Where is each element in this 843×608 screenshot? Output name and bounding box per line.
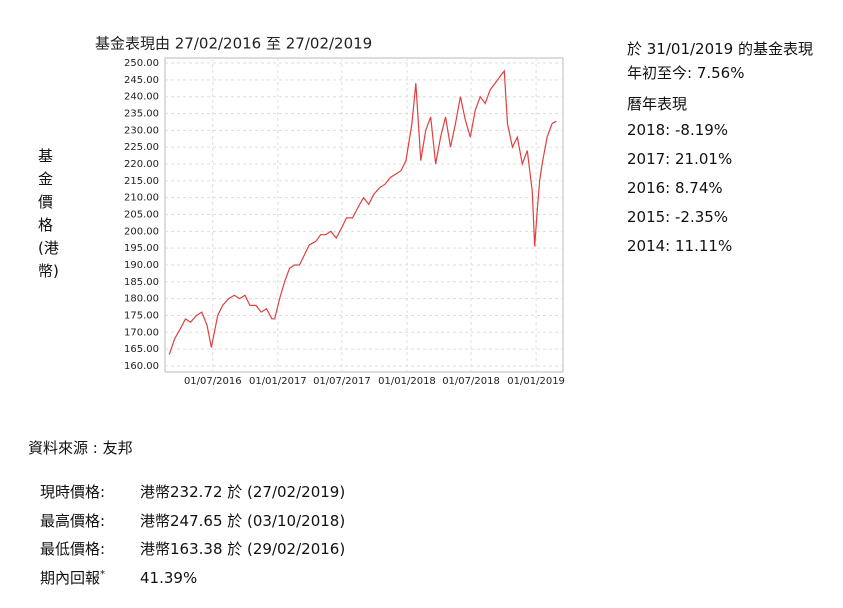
- summary-value: 港幣163.38 於 (29/02/2016): [140, 540, 346, 558]
- summary-label: 現時價格:: [40, 481, 140, 502]
- y-tick-label: 215.00: [124, 176, 159, 187]
- y-tick-label: 175.00: [124, 310, 159, 321]
- y-tick-label: 240.00: [124, 92, 159, 103]
- summary-label: 期內回報*: [40, 567, 140, 588]
- x-tick-label: 01/07/2016: [184, 376, 242, 387]
- annual-title: 曆年表現: [627, 95, 688, 113]
- summary-label-text: 現時價格:: [40, 483, 106, 501]
- x-tick-label: 01/01/2017: [249, 376, 307, 387]
- ytd: 年初至今: 7.56%: [627, 64, 745, 82]
- x-tick-label: 01/01/2018: [378, 376, 436, 387]
- y-tick-label: 160.00: [124, 361, 159, 372]
- annual-return: 2018: -8.19%: [627, 121, 729, 139]
- chart-title: 基金表現由 27/02/2016 至 27/02/2019: [95, 35, 372, 53]
- y-tick-label: 245.00: [124, 75, 159, 86]
- footnote-mark: *: [100, 568, 106, 580]
- price-line: [168, 69, 557, 355]
- summary-label: 最高價格:: [40, 510, 140, 531]
- y-tick-label: 200.00: [124, 226, 159, 237]
- annual-return: 2014: 11.11%: [627, 237, 733, 255]
- x-tick-label: 01/07/2017: [313, 376, 371, 387]
- summary-row: 最高價格: 港幣247.65 於 (03/10/2018): [40, 510, 345, 531]
- summary-row: 最低價格: 港幣163.38 於 (29/02/2016): [40, 538, 345, 559]
- summary-value: 港幣232.72 於 (27/02/2019): [140, 483, 346, 501]
- y-tick-label: 235.00: [124, 109, 159, 120]
- y-tick-label: 205.00: [124, 209, 159, 220]
- y-axis-label: 基金價格(港幣): [38, 147, 59, 280]
- plot-frame: [164, 57, 564, 373]
- y-tick-label: 180.00: [124, 294, 159, 305]
- y-tick-label: 195.00: [124, 243, 159, 254]
- summary-label: 最低價格:: [40, 538, 140, 559]
- summary-value: 港幣247.65 於 (03/10/2018): [140, 511, 346, 530]
- y-tick-label: 220.00: [124, 159, 159, 170]
- summary-label-text: 最高價格:: [40, 511, 106, 530]
- summary-row: 現時價格: 港幣232.72 於 (27/02/2019): [40, 481, 345, 502]
- y-tick-label: 190.00: [124, 260, 159, 271]
- y-tick-label: 230.00: [124, 125, 159, 136]
- summary-label-text: 期內回報: [40, 568, 101, 587]
- annual-return: 2015: -2.35%: [627, 208, 729, 226]
- annual-return: 2016: 8.74%: [627, 179, 723, 197]
- source: 資料來源 : 友邦: [28, 439, 133, 457]
- x-tick-label: 01/01/2019: [507, 376, 565, 387]
- y-tick-label: 185.00: [124, 277, 159, 288]
- x-tick-label: 01/07/2018: [442, 376, 500, 387]
- summary-label-text: 最低價格:: [40, 540, 106, 558]
- y-tick-label: 250.00: [124, 58, 159, 69]
- summary-row: 期內回報* 41.39%: [40, 567, 197, 588]
- y-tick-label: 170.00: [124, 327, 159, 338]
- side-heading: 於 31/01/2019 的基金表現: [627, 40, 813, 58]
- y-tick-label: 225.00: [124, 142, 159, 153]
- annual-return: 2017: 21.01%: [627, 150, 733, 168]
- y-tick-label: 165.00: [124, 344, 159, 355]
- summary-value: 41.39%: [140, 568, 198, 587]
- y-tick-label: 210.00: [124, 193, 159, 204]
